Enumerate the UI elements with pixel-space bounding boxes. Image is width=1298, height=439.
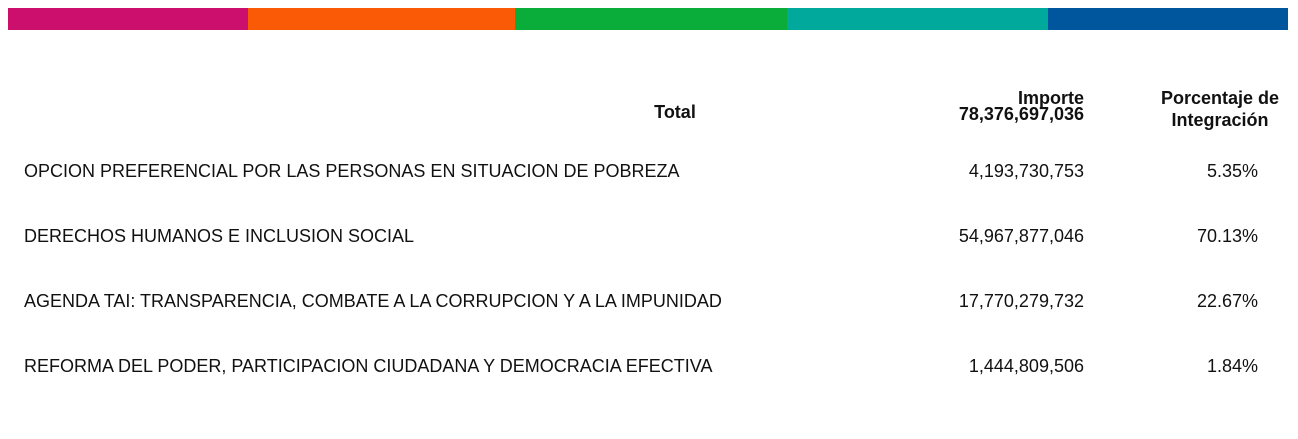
total-label: Total	[654, 102, 696, 122]
importe-total: 78,376,697,036	[958, 104, 1084, 124]
row-name: OPCION PREFERENCIAL POR LAS PERSONAS EN …	[24, 161, 680, 181]
row-percent: 5.35%	[1206, 161, 1258, 181]
row-amount: 17,770,279,732	[958, 291, 1084, 311]
row-amount: 54,967,877,046	[958, 226, 1084, 246]
row-amount: 4,193,730,753	[968, 161, 1084, 181]
color-bar	[1048, 8, 1288, 30]
row-name: REFORMA DEL PODER, PARTICIPACION CIUDADA…	[24, 356, 713, 376]
row-name: DERECHOS HUMANOS E INCLUSION SOCIAL	[24, 226, 415, 246]
porcentaje-label: Porcentaje de Integración	[1160, 88, 1280, 130]
row-percent: 22.67%	[1196, 291, 1258, 311]
row-amount: 1,444,809,506	[968, 356, 1084, 376]
importe-label: Importe	[1017, 88, 1084, 108]
row-percent: 1.84%	[1206, 356, 1258, 376]
color-bar	[8, 8, 248, 30]
color-bar	[787, 8, 1048, 30]
color-bar	[515, 8, 787, 30]
row-percent: 70.13%	[1196, 226, 1258, 246]
color-bar	[248, 8, 515, 30]
row-name: AGENDA TAI: TRANSPARENCIA, COMBATE A LA …	[24, 291, 722, 311]
